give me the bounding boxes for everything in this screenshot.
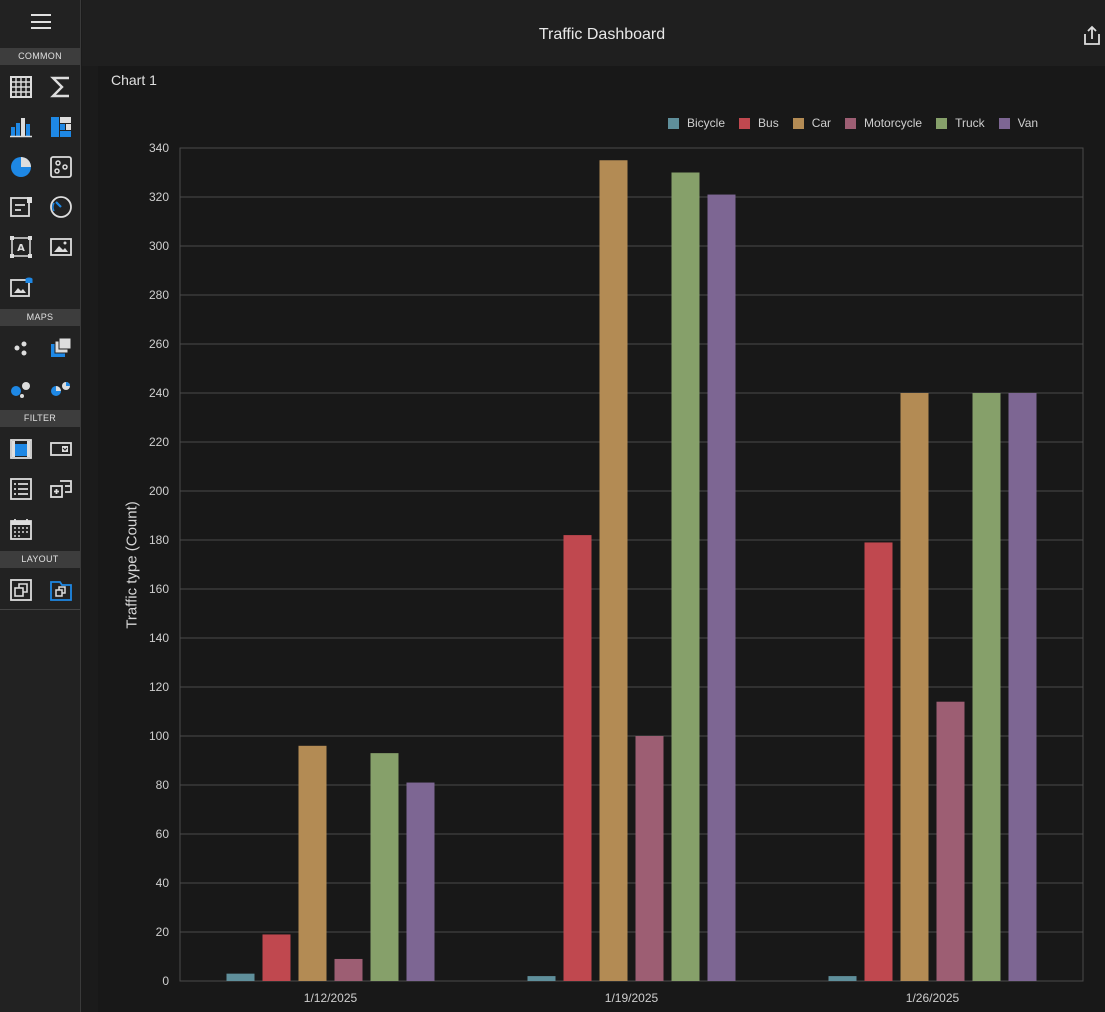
y-tick-label: 160 xyxy=(149,582,169,596)
bar-motorcycle xyxy=(936,701,965,981)
combo-box-icon[interactable] xyxy=(48,436,74,462)
legend-label: Car xyxy=(811,116,832,130)
choropleth-icon[interactable] xyxy=(48,335,74,361)
sidebar: COMMON MAPS FILTER LAYOUT A xyxy=(0,0,81,1012)
sum-icon[interactable] xyxy=(48,74,74,100)
bar-van xyxy=(707,194,736,982)
y-tick-label: 320 xyxy=(149,190,169,204)
legend-swatch xyxy=(668,117,679,129)
bar-car xyxy=(900,393,929,981)
legend-swatch xyxy=(998,117,1010,129)
section-common: COMMON xyxy=(0,48,80,65)
y-tick-label: 280 xyxy=(149,288,169,302)
bubble-map-icon[interactable] xyxy=(8,375,34,401)
bar-bus xyxy=(864,542,893,981)
sidebar-divider xyxy=(0,609,80,610)
bar-bus xyxy=(563,535,592,981)
dashboard-header: Traffic Dashboard xyxy=(82,0,1105,66)
bar-car xyxy=(599,160,628,981)
bar-van xyxy=(1008,393,1037,981)
group-icon[interactable] xyxy=(8,577,34,603)
scatter-icon[interactable] xyxy=(48,154,74,180)
card-icon[interactable] xyxy=(8,194,34,220)
bar-truck xyxy=(671,172,700,981)
svg-text:A: A xyxy=(17,243,25,254)
text-box-icon[interactable]: A xyxy=(8,234,34,260)
y-tick-label: 80 xyxy=(156,778,170,792)
dashboard-title: Traffic Dashboard xyxy=(538,26,666,43)
legend-swatch xyxy=(936,117,948,129)
legend-label: Bus xyxy=(758,116,779,130)
bar-truck xyxy=(972,393,1001,981)
y-tick-label: 0 xyxy=(162,974,169,988)
x-tick-label: 1/26/2025 xyxy=(906,991,960,1005)
y-tick-label: 220 xyxy=(149,435,169,449)
menu-icon[interactable] xyxy=(31,14,51,29)
legend-swatch xyxy=(792,117,804,129)
bar-van xyxy=(406,782,435,981)
legend-item-car[interactable]: Car xyxy=(792,116,832,130)
y-tick-label: 260 xyxy=(149,337,169,351)
y-tick-label: 40 xyxy=(156,876,170,890)
y-tick-label: 300 xyxy=(149,239,169,253)
image-icon[interactable] xyxy=(48,234,74,260)
section-maps: MAPS xyxy=(0,309,80,326)
chart-legend: Bicycle Bus Car Motorcycle Truck Van xyxy=(668,116,1052,130)
bar-bus xyxy=(262,934,291,981)
tree-view-icon[interactable] xyxy=(48,476,74,502)
legend-label: Motorcycle xyxy=(864,116,923,130)
geo-point-icon[interactable] xyxy=(8,335,34,361)
y-tick-label: 240 xyxy=(149,386,169,400)
legend-item-motorcycle[interactable]: Motorcycle xyxy=(845,116,922,130)
y-tick-label: 60 xyxy=(156,827,170,841)
chart-title: Chart 1 xyxy=(111,72,157,88)
legend-swatch xyxy=(739,117,751,129)
bar-bicycle xyxy=(226,973,255,981)
legend-item-bus[interactable]: Bus xyxy=(739,116,779,130)
date-filter-icon[interactable] xyxy=(8,516,34,542)
y-tick-label: 200 xyxy=(149,484,169,498)
bar-motorcycle xyxy=(334,958,363,981)
section-layout: LAYOUT xyxy=(0,551,80,568)
section-filter: FILTER xyxy=(0,410,80,427)
legend-item-bicycle[interactable]: Bicycle xyxy=(668,116,725,130)
x-tick-label: 1/19/2025 xyxy=(605,991,659,1005)
x-tick-label: 1/12/2025 xyxy=(304,991,358,1005)
export-icon[interactable] xyxy=(1082,24,1102,46)
y-tick-label: 100 xyxy=(149,729,169,743)
legend-swatch xyxy=(845,117,857,129)
bar-car xyxy=(298,745,327,981)
y-tick-label: 20 xyxy=(156,925,170,939)
legend-item-van[interactable]: Van xyxy=(998,116,1039,130)
legend-label: Bicycle xyxy=(687,116,726,130)
legend-item-truck[interactable]: Truck xyxy=(936,116,985,130)
tab-container-icon[interactable] xyxy=(48,577,74,603)
y-tick-label: 120 xyxy=(149,680,169,694)
gauge-icon[interactable] xyxy=(48,194,74,220)
y-tick-label: 140 xyxy=(149,631,169,645)
range-filter-icon[interactable] xyxy=(8,436,34,462)
bar-bicycle xyxy=(828,976,857,981)
grid-icon[interactable] xyxy=(8,74,34,100)
pie-map-icon[interactable] xyxy=(48,375,74,401)
bar-truck xyxy=(370,753,399,981)
bar-bicycle xyxy=(527,976,556,981)
y-tick-label: 180 xyxy=(149,533,169,547)
legend-label: Van xyxy=(1017,116,1039,130)
treemap-icon[interactable] xyxy=(48,114,74,140)
bar-motorcycle xyxy=(635,736,664,981)
bar-chart-icon[interactable] xyxy=(8,114,34,140)
bound-image-icon[interactable] xyxy=(8,274,34,300)
list-box-icon[interactable] xyxy=(8,476,34,502)
legend-label: Truck xyxy=(955,116,985,130)
pie-chart-icon[interactable] xyxy=(8,154,34,180)
y-tick-label: 340 xyxy=(149,141,169,155)
